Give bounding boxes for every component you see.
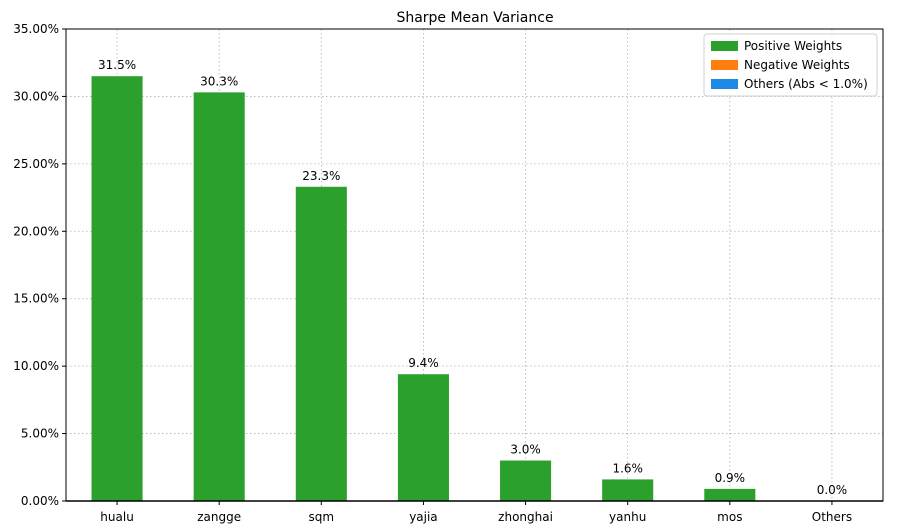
y-tick-label: 20.00% xyxy=(13,224,59,238)
bar-sqm xyxy=(295,186,347,502)
y-tick-label: 30.00% xyxy=(13,89,59,103)
x-tick-label: yanhu xyxy=(609,510,646,524)
y-tick-label: 10.00% xyxy=(13,359,59,373)
legend-swatch xyxy=(711,60,738,70)
bar-yajia xyxy=(397,374,449,501)
bar-mos xyxy=(704,488,756,501)
data-label: 31.5% xyxy=(98,58,136,72)
legend-label: Others (Abs < 1.0%) xyxy=(744,77,868,91)
axes: 0.00% 5.00% 10.00% 15.00% 20.00% 25.00% 30.00%… xyxy=(13,22,884,524)
x-tick-label: yajia xyxy=(409,510,437,524)
x-tick-label: Others xyxy=(812,510,852,524)
bar-hualu xyxy=(91,76,143,501)
legend-box xyxy=(703,33,878,97)
bar-zangge xyxy=(193,92,245,501)
data-label: 23.3% xyxy=(302,169,340,183)
bars xyxy=(91,76,756,502)
grid xyxy=(66,28,883,502)
legend-label: Positive Weights xyxy=(744,39,842,53)
y-tick-label: 35.00% xyxy=(13,22,59,36)
x-tick-label: hualu xyxy=(100,510,134,524)
data-label: 0.9% xyxy=(715,471,746,485)
chart-title: Sharpe Mean Variance xyxy=(396,10,553,26)
x-tick-label: mos xyxy=(717,510,742,524)
data-label: 1.6% xyxy=(612,461,643,475)
data-label: 9.4% xyxy=(408,356,439,370)
legend-swatch xyxy=(711,79,738,89)
y-tick-label: 25.00% xyxy=(13,157,59,171)
legend-swatch xyxy=(711,41,738,51)
plot-frame xyxy=(65,28,884,502)
legend: Positive Weights Negative Weights Others (… xyxy=(703,33,878,97)
bar-zhonghai xyxy=(500,460,552,501)
x-tick-label: sqm xyxy=(309,510,335,524)
legend-label: Negative Weights xyxy=(744,58,850,72)
y-tick-label: 15.00% xyxy=(13,292,59,306)
data-labels: 31.5% 30.3% 23.3% 9.4% 3.0% 1.6% 0.9% 0.0% xyxy=(98,58,847,497)
y-tick-label: 0.00% xyxy=(21,494,59,508)
y-tick-label: 5.00% xyxy=(21,427,59,441)
data-label: 0.0% xyxy=(817,483,848,497)
x-tick-label: zhonghai xyxy=(498,510,553,524)
x-tick-label: zangge xyxy=(197,510,241,524)
data-label: 30.3% xyxy=(200,74,238,88)
data-label: 3.0% xyxy=(510,443,541,457)
bar-yanhu xyxy=(602,479,654,501)
